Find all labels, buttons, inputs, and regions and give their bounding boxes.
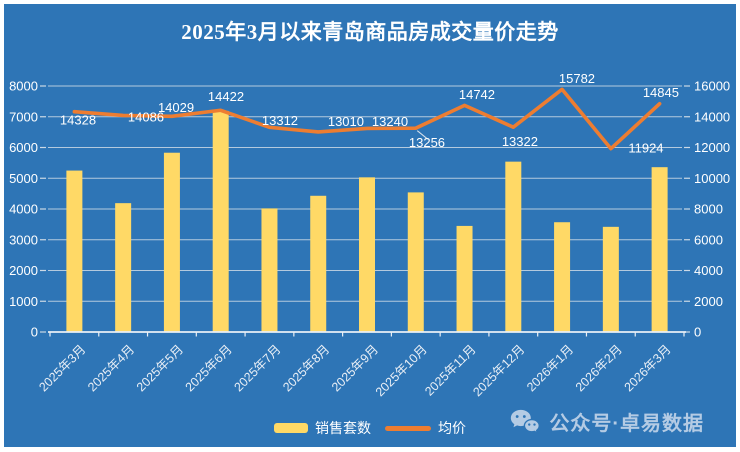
legend-bar-swatch-icon bbox=[274, 423, 308, 433]
data-label: 11924 bbox=[628, 140, 663, 155]
data-label: 14086 bbox=[128, 109, 164, 124]
left-axis-tick-label: 8000 bbox=[9, 79, 38, 94]
bar-2026年2月 bbox=[602, 226, 619, 332]
bar-2026年3月 bbox=[651, 167, 668, 332]
right-axis-tick-label: 0 bbox=[694, 325, 701, 340]
x-axis-label: 2025年9月 bbox=[329, 342, 381, 394]
x-axis-label: 2025年3月 bbox=[36, 342, 88, 394]
right-axis-tick-label: 12000 bbox=[694, 140, 730, 155]
legend-label-sales: 销售套数 bbox=[315, 420, 371, 436]
data-label: 14845 bbox=[643, 85, 679, 100]
bar-2026年1月 bbox=[554, 222, 571, 332]
data-label: 15782 bbox=[559, 71, 595, 86]
data-label: 13256 bbox=[409, 135, 445, 150]
data-label: 13240 bbox=[372, 114, 408, 129]
chart-legend: 销售套数 均价 bbox=[274, 418, 466, 438]
x-axis-label: 2026年1月 bbox=[524, 342, 576, 394]
data-label: 14328 bbox=[60, 113, 96, 128]
bar-2025年3月 bbox=[66, 170, 83, 332]
data-label: 14422 bbox=[208, 89, 244, 104]
bar-2025年10月 bbox=[407, 192, 424, 332]
watermark-text: 公众号·卓易数据 bbox=[549, 413, 704, 435]
x-axis-label: 2025年4月 bbox=[85, 342, 137, 394]
bar-2025年8月 bbox=[310, 195, 327, 332]
right-axis-tick-label: 14000 bbox=[694, 109, 730, 124]
left-axis-tick-label: 5000 bbox=[9, 171, 38, 186]
right-axis-tick-label: 4000 bbox=[694, 263, 723, 278]
x-axis-label: 2025年12月 bbox=[470, 342, 527, 399]
bar-2025年9月 bbox=[359, 177, 375, 332]
data-label: 13322 bbox=[502, 134, 538, 149]
left-axis-tick-label: 7000 bbox=[9, 109, 38, 124]
price-line bbox=[72, 87, 662, 151]
bar-2025年6月 bbox=[212, 110, 229, 332]
right-axis-tick-label: 10000 bbox=[694, 171, 730, 186]
data-label: 14029 bbox=[158, 100, 194, 115]
right-axis-tick-label: 8000 bbox=[694, 202, 723, 217]
data-label: 14742 bbox=[459, 87, 495, 102]
bar-2025年5月 bbox=[163, 152, 180, 332]
left-axis-tick-label: 3000 bbox=[9, 232, 38, 247]
label-leader-line bbox=[416, 130, 429, 140]
x-axis-label: 2026年3月 bbox=[622, 342, 674, 394]
data-label: 13010 bbox=[328, 114, 364, 129]
legend-item-price: 均价 bbox=[385, 418, 466, 438]
x-axis-label: 2025年10月 bbox=[373, 342, 430, 399]
left-axis-tick-label: 2000 bbox=[9, 263, 38, 278]
legend-item-sales: 销售套数 bbox=[274, 418, 371, 438]
x-axis-label: 2025年7月 bbox=[231, 342, 283, 394]
right-axis-tick-label: 16000 bbox=[694, 79, 730, 94]
bar-2025年11月 bbox=[456, 225, 473, 332]
x-axis-label: 2025年6月 bbox=[183, 342, 235, 394]
left-axis-tick-label: 4000 bbox=[9, 202, 38, 217]
x-axis-label: 2025年5月 bbox=[134, 342, 186, 394]
watermark: 公众号·卓易数据 bbox=[510, 407, 704, 436]
wechat-icon bbox=[510, 409, 541, 435]
data-label: 13312 bbox=[262, 113, 298, 128]
left-axis-tick-label: 1000 bbox=[9, 294, 38, 309]
legend-label-price: 均价 bbox=[438, 420, 466, 436]
right-axis-tick-label: 6000 bbox=[694, 232, 723, 247]
x-axis-label: 2026年2月 bbox=[573, 342, 625, 394]
right-axis-tick-label: 2000 bbox=[694, 294, 723, 309]
legend-line-swatch-icon bbox=[385, 425, 431, 431]
bar-2025年4月 bbox=[115, 203, 132, 332]
bar-2025年12月 bbox=[505, 161, 522, 332]
bar-2025年7月 bbox=[261, 208, 278, 332]
left-axis-tick-label: 6000 bbox=[9, 140, 38, 155]
chart-title: 2025年3月以来青岛商品房成交量价走势 bbox=[181, 20, 559, 44]
left-axis-tick-label: 0 bbox=[31, 325, 38, 340]
x-axis-label: 2025年8月 bbox=[280, 342, 332, 394]
